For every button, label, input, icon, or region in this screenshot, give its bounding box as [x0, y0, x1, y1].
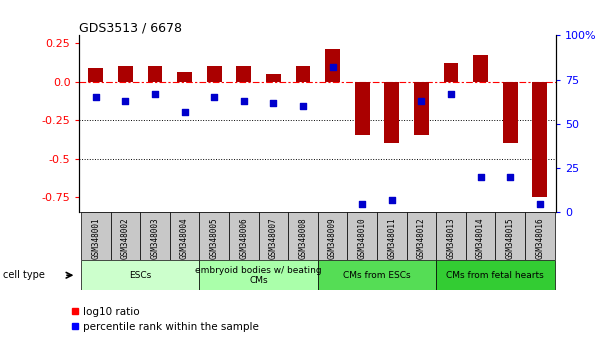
Bar: [81, 260, 199, 290]
Point: [475, 174, 485, 180]
Bar: [118, 66, 133, 81]
Point: [180, 109, 189, 114]
Point: [535, 201, 544, 206]
Bar: [436, 212, 466, 260]
Text: GSM348010: GSM348010: [357, 218, 367, 259]
Bar: [140, 212, 170, 260]
Bar: [258, 212, 288, 260]
Bar: [414, 81, 429, 136]
Point: [268, 100, 278, 105]
Bar: [532, 81, 547, 197]
Bar: [236, 66, 251, 81]
Bar: [207, 66, 222, 81]
Point: [120, 98, 130, 104]
Point: [446, 91, 456, 97]
Text: GDS3513 / 6678: GDS3513 / 6678: [79, 21, 183, 34]
Bar: [147, 66, 163, 81]
Bar: [325, 49, 340, 81]
Text: GSM348011: GSM348011: [387, 218, 396, 259]
Bar: [318, 260, 436, 290]
Text: GSM348007: GSM348007: [269, 218, 278, 259]
Text: GSM348004: GSM348004: [180, 218, 189, 259]
Bar: [199, 212, 229, 260]
Text: GSM348013: GSM348013: [447, 218, 455, 259]
Bar: [229, 212, 258, 260]
Bar: [111, 212, 140, 260]
Bar: [347, 212, 377, 260]
Point: [327, 64, 337, 70]
Text: embryoid bodies w/ beating
CMs: embryoid bodies w/ beating CMs: [195, 266, 322, 285]
Bar: [503, 81, 518, 143]
Bar: [177, 72, 192, 81]
Point: [357, 201, 367, 206]
Text: GSM348008: GSM348008: [298, 218, 307, 259]
Bar: [89, 68, 103, 81]
Bar: [473, 56, 488, 81]
Text: GSM348009: GSM348009: [328, 218, 337, 259]
Text: GSM348002: GSM348002: [121, 218, 130, 259]
Point: [91, 95, 101, 100]
Point: [209, 95, 219, 100]
Bar: [355, 81, 370, 136]
Text: ESCs: ESCs: [129, 271, 152, 280]
Text: CMs from fetal hearts: CMs from fetal hearts: [447, 271, 544, 280]
Legend: log10 ratio, percentile rank within the sample: log10 ratio, percentile rank within the …: [67, 303, 263, 336]
Bar: [384, 81, 399, 143]
Bar: [170, 212, 199, 260]
Bar: [406, 212, 436, 260]
Text: GSM348014: GSM348014: [476, 218, 485, 259]
Text: GSM348015: GSM348015: [506, 218, 514, 259]
Text: GSM348005: GSM348005: [210, 218, 219, 259]
Text: GSM348003: GSM348003: [150, 218, 159, 259]
Text: GSM348016: GSM348016: [535, 218, 544, 259]
Bar: [288, 212, 318, 260]
Point: [150, 91, 160, 97]
Text: GSM348012: GSM348012: [417, 218, 426, 259]
Text: GSM348006: GSM348006: [240, 218, 248, 259]
Bar: [296, 66, 310, 81]
Point: [239, 98, 249, 104]
Bar: [377, 212, 406, 260]
Text: GSM348001: GSM348001: [91, 218, 100, 259]
Bar: [436, 260, 555, 290]
Text: cell type: cell type: [3, 270, 45, 280]
Bar: [444, 63, 458, 81]
Bar: [466, 212, 496, 260]
Text: CMs from ESCs: CMs from ESCs: [343, 271, 411, 280]
Bar: [496, 212, 525, 260]
Point: [298, 103, 308, 109]
Point: [417, 98, 426, 104]
Point: [505, 174, 515, 180]
Bar: [266, 74, 280, 81]
Bar: [525, 212, 555, 260]
Bar: [318, 212, 347, 260]
Bar: [199, 260, 318, 290]
Bar: [81, 212, 111, 260]
Point: [387, 197, 397, 203]
